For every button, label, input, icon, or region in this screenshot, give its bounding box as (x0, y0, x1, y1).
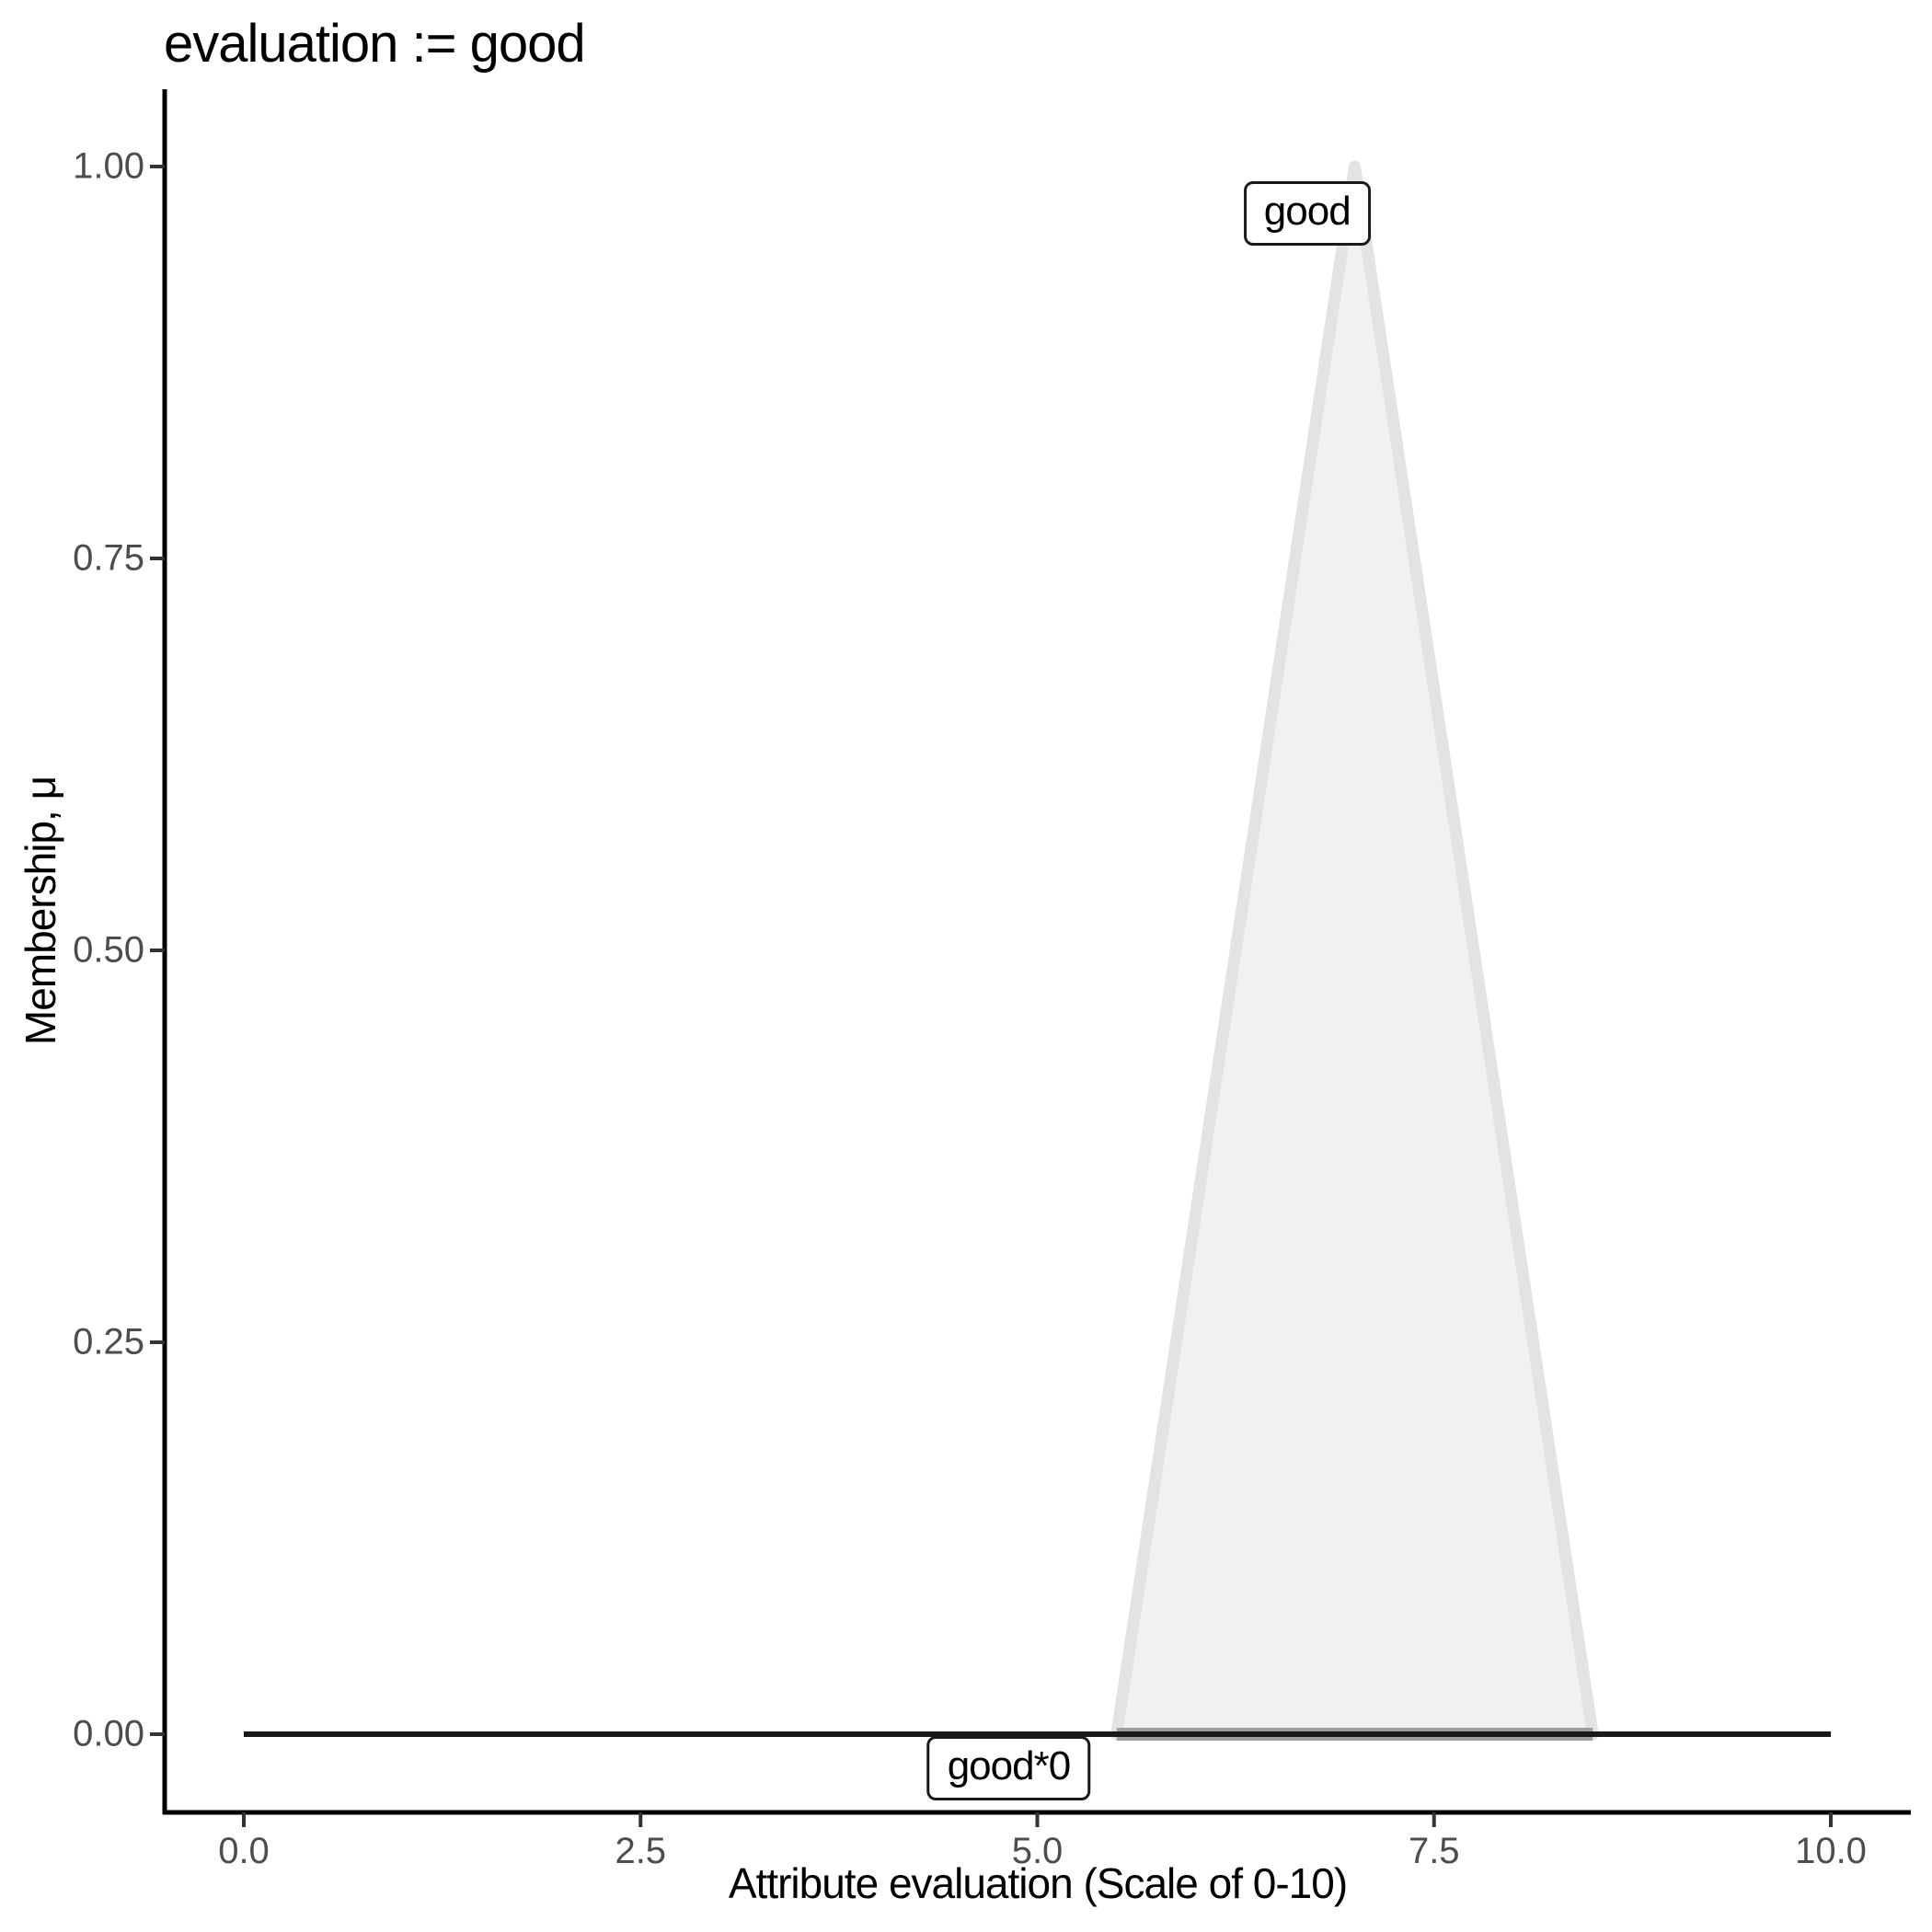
annotation-good-times-0: good*0 (926, 1736, 1091, 1801)
chart-title: evaluation := good (164, 14, 586, 74)
membership-curve-good (1110, 160, 1599, 1741)
y-tick-label: 0.50 (73, 929, 144, 971)
y-axis-title: Membership, μ (17, 776, 64, 1046)
y-tick-label: 0.75 (73, 537, 144, 579)
y-tick-label: 0.00 (73, 1713, 144, 1754)
x-tick-label: 10.0 (1795, 1831, 1867, 1871)
x-tick-label: 0.0 (218, 1831, 270, 1871)
y-tick-label: 1.00 (73, 145, 144, 187)
x-tick-label: 5.0 (1011, 1831, 1064, 1871)
x-tick-label: 2.5 (615, 1831, 667, 1871)
y-tick-label: 0.25 (73, 1321, 144, 1363)
x-tick-label: 7.5 (1408, 1831, 1460, 1871)
x-axis-title: Attribute evaluation (Scale of 0-10) (728, 1859, 1348, 1907)
annotation-good: good (1243, 181, 1371, 247)
